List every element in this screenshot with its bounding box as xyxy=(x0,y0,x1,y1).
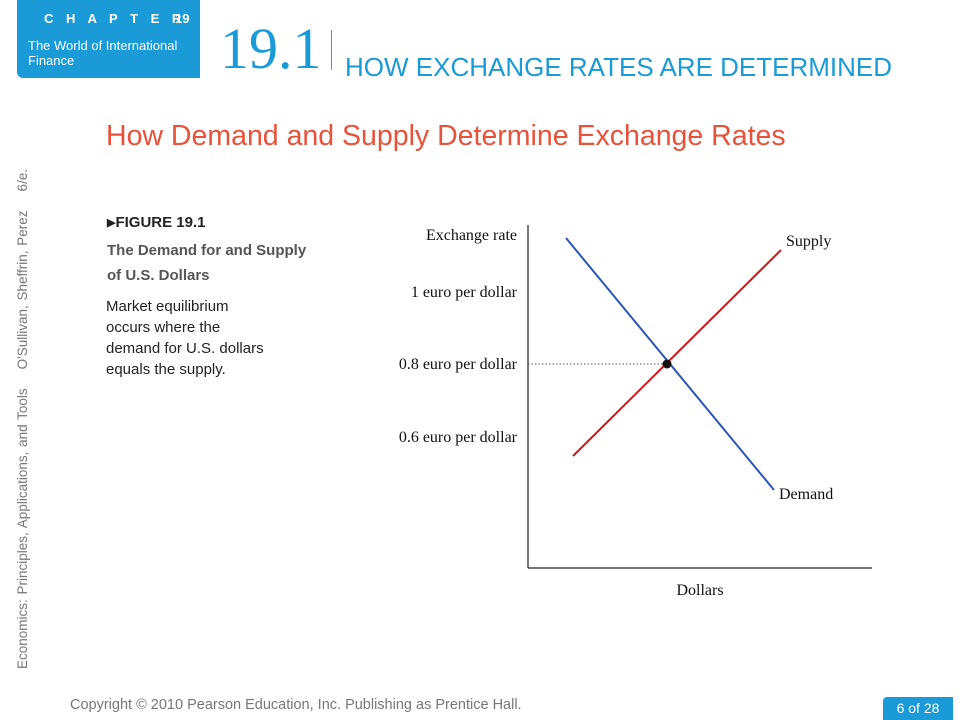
demand-label: Demand xyxy=(779,486,833,503)
figure-caption: Market equilibrium occurs where the dema… xyxy=(106,298,264,378)
section-title: HOW EXCHANGE RATES ARE DETERMINED xyxy=(345,52,893,82)
page-number-badge: 6 of 28 xyxy=(883,697,953,720)
section-divider xyxy=(331,30,332,70)
y-axis-label: Exchange rate xyxy=(426,227,517,244)
supply-curve xyxy=(572,249,782,457)
x-axis-label: Dollars xyxy=(676,582,723,599)
figure-title: The Demand for and Supply of U.S. Dollar… xyxy=(107,242,307,284)
slide-heading: How Demand and Supply Determine Exchange… xyxy=(106,120,786,152)
triangle-right-icon: ▶ xyxy=(107,217,116,229)
chapter-word: C H A P T E R xyxy=(44,11,186,26)
y-tick-label: 0.6 euro per dollar xyxy=(399,429,518,446)
figure-label: ▶FIGURE 19.1 xyxy=(107,214,206,231)
y-tick-label: 0.8 euro per dollar xyxy=(399,356,518,373)
chapter-number: 19 xyxy=(175,11,190,26)
chapter-tab: C H A P T E R 19 The World of Internatio… xyxy=(17,0,200,78)
footer-copyright: Copyright © 2010 Pearson Education, Inc.… xyxy=(70,697,522,713)
figure-label-text: FIGURE 19.1 xyxy=(115,214,206,231)
section-number: 19.1 xyxy=(220,16,322,81)
equilibrium-point xyxy=(662,359,672,369)
supply-label: Supply xyxy=(786,233,831,250)
chapter-title: The World of International Finance xyxy=(28,38,178,68)
y-tick-label: 1 euro per dollar xyxy=(411,284,518,301)
